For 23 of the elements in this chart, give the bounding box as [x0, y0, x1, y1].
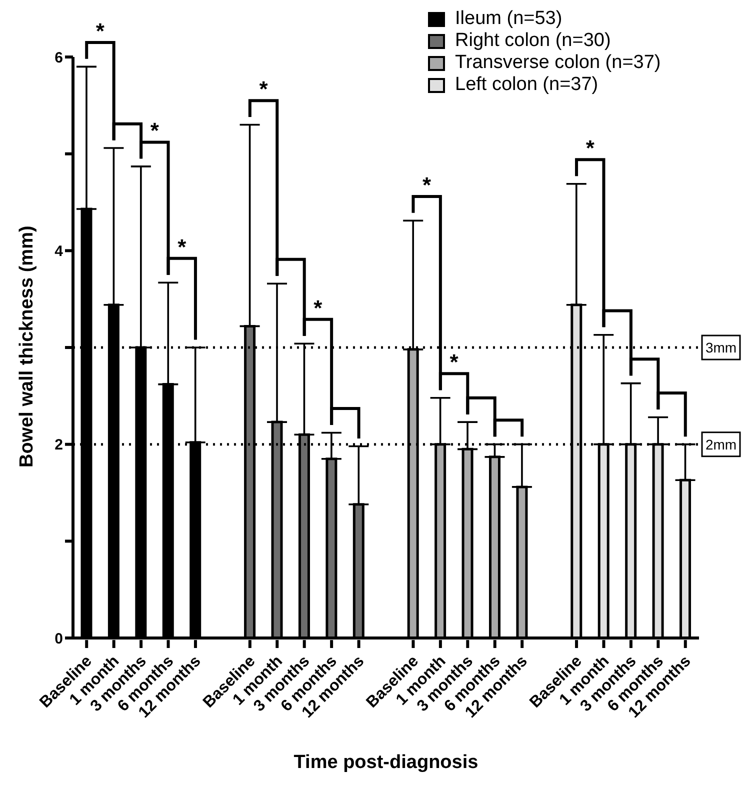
- y-tick-label: 6: [54, 49, 63, 66]
- annotation: *: [314, 295, 323, 320]
- annotation: *: [450, 350, 459, 375]
- y-tick-label: 2: [54, 436, 63, 454]
- legend-label: Right colon (n=30): [455, 30, 611, 52]
- annotation: *: [422, 172, 432, 198]
- annotation: *: [178, 234, 187, 260]
- y-tick-label: 4: [54, 242, 64, 260]
- annotation: *: [259, 76, 268, 102]
- y-axis-title: Bowel wall thickness (mm): [16, 226, 38, 468]
- legend-label: Ileum (n=53): [455, 8, 562, 30]
- ref-line-label: 2mm: [705, 436, 737, 452]
- annotation: *: [586, 136, 595, 161]
- annotation: *: [150, 118, 160, 144]
- bracket: *: [302, 295, 334, 425]
- ref-line-label: 3mm: [705, 340, 737, 356]
- bracket: *: [248, 76, 279, 276]
- bracket: *: [575, 136, 606, 328]
- y-tick-label: 0: [54, 630, 63, 648]
- legend-label: Transverse colon (n=37): [455, 52, 661, 74]
- legend-label: Left colon (n=37): [455, 74, 598, 96]
- x-axis-title: Time post-diagnosis: [294, 752, 478, 773]
- bracket: *: [85, 18, 116, 140]
